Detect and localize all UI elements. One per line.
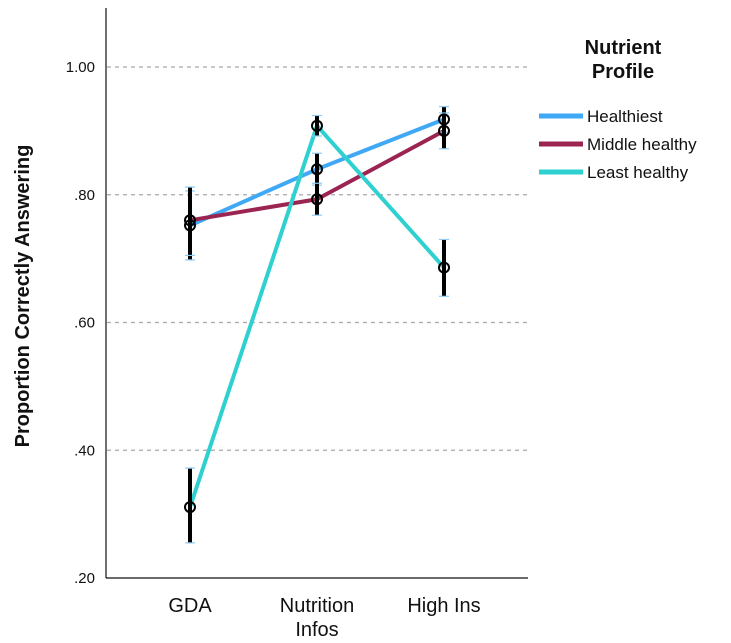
y-tick-label: .40 — [74, 442, 95, 459]
y-axis-title: Proportion Correctly Answering — [12, 145, 34, 448]
y-tick-label: .60 — [74, 315, 95, 332]
data-point — [438, 261, 450, 274]
data-point — [311, 163, 323, 176]
legend-label: Least healthy — [587, 163, 689, 182]
data-point — [311, 193, 323, 206]
axes — [105, 8, 528, 579]
y-tick-label: .80 — [74, 187, 95, 204]
legend-label: Middle healthy — [587, 135, 697, 154]
data-point — [438, 113, 450, 126]
data-point — [311, 119, 323, 132]
data-point — [184, 214, 196, 227]
data-point — [438, 124, 450, 137]
error-bars — [185, 106, 449, 544]
x-tick-label: High Ins — [407, 595, 480, 617]
y-tick-label: 1.00 — [66, 59, 95, 76]
y-tick-labels: .20 .40 .60 .80 1.00 — [66, 59, 95, 587]
x-tick-label: Nutrition — [280, 595, 354, 617]
data-point — [184, 219, 196, 232]
data-point — [184, 501, 196, 514]
data-markers — [184, 113, 450, 514]
y-tick-label: .20 — [74, 570, 95, 587]
legend-label: Healthiest — [587, 107, 663, 126]
legend-title: Profile — [592, 61, 654, 83]
x-tick-label: GDA — [168, 595, 212, 617]
x-tick-label: Infos — [295, 619, 338, 641]
legend-title: Nutrient — [585, 37, 662, 59]
